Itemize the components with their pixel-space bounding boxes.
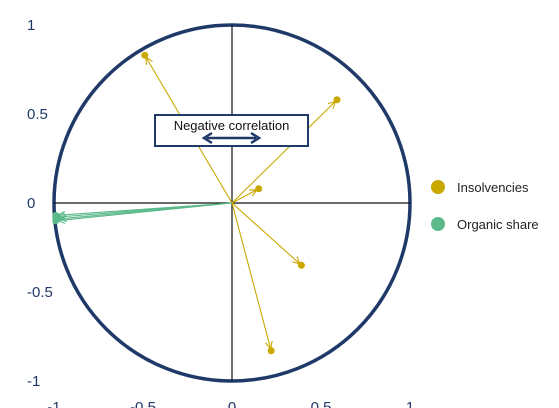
organic-share-point xyxy=(52,217,60,225)
plot-area: 1 0.5 0 -0.5 -1 -1 -0.5 0 0.5 1 xyxy=(27,17,414,408)
x-tick-label: 0 xyxy=(228,399,236,408)
x-tick-label: 0.5 xyxy=(311,399,332,408)
insolvencies-point xyxy=(267,347,275,355)
insolvencies-vector xyxy=(231,99,338,204)
insolvencies-point xyxy=(141,51,149,59)
insolvencies-point xyxy=(297,261,305,269)
insolvencies-vector xyxy=(231,202,302,266)
annotation-box xyxy=(154,114,309,147)
legend-item-insolvencies: Insolvencies xyxy=(431,180,529,195)
y-tick-label: 0 xyxy=(27,195,35,212)
legend-marker xyxy=(431,180,445,194)
x-tick-label: -1 xyxy=(47,399,60,408)
annotation-label: Negative correlation xyxy=(174,118,290,133)
legend: Insolvencies Organic share xyxy=(431,180,539,232)
y-tick-label: -0.5 xyxy=(27,284,53,301)
double-arrow-icon xyxy=(201,131,262,145)
y-tick-label: 0.5 xyxy=(27,106,48,123)
legend-label: Organic share xyxy=(457,217,539,232)
insolvencies-point xyxy=(333,96,341,104)
y-tick-label: 1 xyxy=(27,17,35,34)
x-tick-label: -0.5 xyxy=(130,399,156,408)
legend-label: Insolvencies xyxy=(457,180,529,195)
insolvencies-vector xyxy=(231,188,259,204)
organic-share-vector xyxy=(55,202,233,222)
insolvencies-arrowhead xyxy=(145,55,153,66)
insolvencies-point xyxy=(255,185,263,193)
x-tick-label: 1 xyxy=(406,399,414,408)
annotation-group: Negative correlation xyxy=(154,114,309,147)
legend-item-organic-share: Organic share xyxy=(431,217,539,232)
legend-marker xyxy=(431,217,445,231)
insolvencies-vector xyxy=(231,202,272,351)
double-arrow-right-head xyxy=(250,131,262,145)
double-arrow-left-head xyxy=(201,131,213,145)
y-tick-label: -1 xyxy=(27,373,40,390)
